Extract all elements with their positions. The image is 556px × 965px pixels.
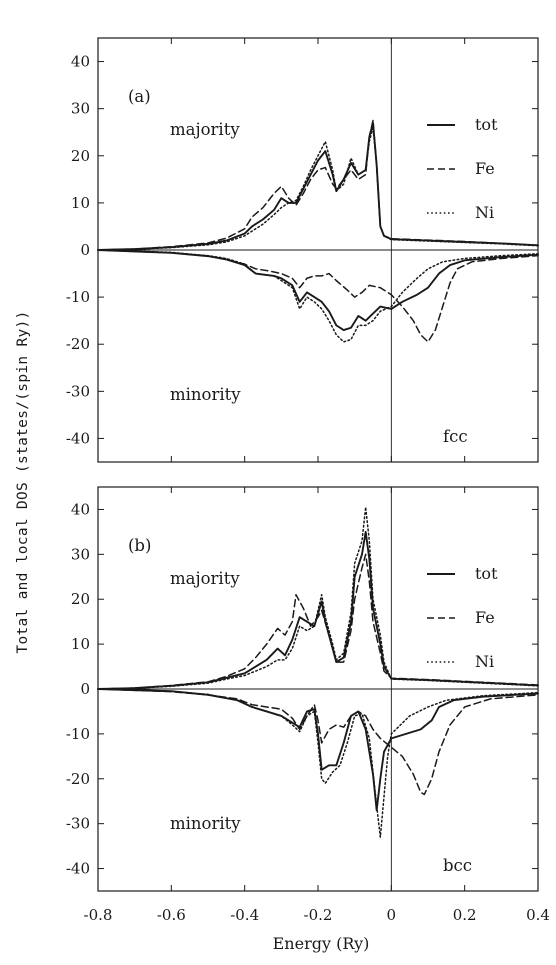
series-ni-minority-line bbox=[97, 688, 539, 838]
x-tick-label: -0.6 bbox=[157, 906, 186, 924]
series-ni-majority-line bbox=[97, 506, 539, 690]
minority-label: minority bbox=[170, 814, 241, 833]
y-tick-label: 0 bbox=[80, 241, 90, 259]
x-tick-label: -0.8 bbox=[84, 906, 113, 924]
x-axis-label: Energy (Ry) bbox=[273, 934, 370, 953]
y-tick-label: -30 bbox=[66, 382, 90, 400]
x-tick-label: 0 bbox=[387, 906, 397, 924]
y-tick-label: 40 bbox=[71, 53, 90, 71]
y-tick-label: -10 bbox=[66, 725, 90, 743]
x-tick-label: -0.4 bbox=[230, 906, 259, 924]
series-ni-minority-line bbox=[97, 249, 539, 343]
structure-label: fcc bbox=[443, 427, 468, 446]
y-tick-label: 10 bbox=[71, 635, 90, 653]
series-fe-majority-line bbox=[97, 119, 539, 251]
y-tick-label: -30 bbox=[66, 815, 90, 833]
series-fe-minority-line bbox=[97, 688, 539, 796]
y-tick-label: 30 bbox=[71, 100, 90, 118]
panel-b-bcc: -40 -30 -20 -10 0 10 20 30 40 -0.8 -0.6 -0.4 -0.2 0 0.… bbox=[66, 486, 550, 924]
legend-ni-label: Ni bbox=[475, 652, 494, 671]
y-tick-label: 40 bbox=[71, 500, 90, 518]
y-tick-label: 20 bbox=[71, 590, 90, 608]
y-tick-label: -10 bbox=[66, 288, 90, 306]
series-ni-majority-line bbox=[97, 126, 539, 251]
legend-tot-label: tot bbox=[475, 564, 498, 583]
y-tick-label: 0 bbox=[80, 680, 90, 698]
y-tick-label: -20 bbox=[66, 770, 90, 788]
minority-label: minority bbox=[170, 385, 241, 404]
y-tick-label: 20 bbox=[71, 147, 90, 165]
majority-label: majority bbox=[170, 569, 240, 588]
structure-label: bcc bbox=[443, 856, 472, 875]
y-tick-label: -40 bbox=[66, 429, 90, 447]
y-tick-label: -40 bbox=[66, 860, 90, 878]
x-tick-label: 0.2 bbox=[453, 906, 477, 924]
y-tick-label: 10 bbox=[71, 194, 90, 212]
x-tick-label: -0.2 bbox=[304, 906, 333, 924]
panel-label: (b) bbox=[128, 536, 151, 555]
y-tick-label: -20 bbox=[66, 335, 90, 353]
x-tick-label: 0.4 bbox=[526, 906, 550, 924]
panel-a-fcc: -40 -30 -20 -10 0 10 20 30 40 (a) majority minority… bbox=[66, 37, 539, 463]
legend-tot-label: tot bbox=[475, 115, 498, 134]
series-tot-minority-line bbox=[97, 688, 539, 812]
y-axis-label: Total and local DOS (states/(spin Ry)) bbox=[15, 310, 31, 653]
legend-fe-label: Fe bbox=[475, 159, 495, 178]
panel-label: (a) bbox=[128, 87, 151, 106]
y-tick-label: 30 bbox=[71, 545, 90, 563]
series-fe-majority-line bbox=[97, 553, 539, 690]
legend-ni-label: Ni bbox=[475, 203, 494, 222]
series-tot-majority-line bbox=[97, 121, 539, 251]
majority-label: majority bbox=[170, 120, 240, 139]
series-fe-minority-line bbox=[97, 249, 539, 343]
legend-fe-label: Fe bbox=[475, 608, 495, 627]
